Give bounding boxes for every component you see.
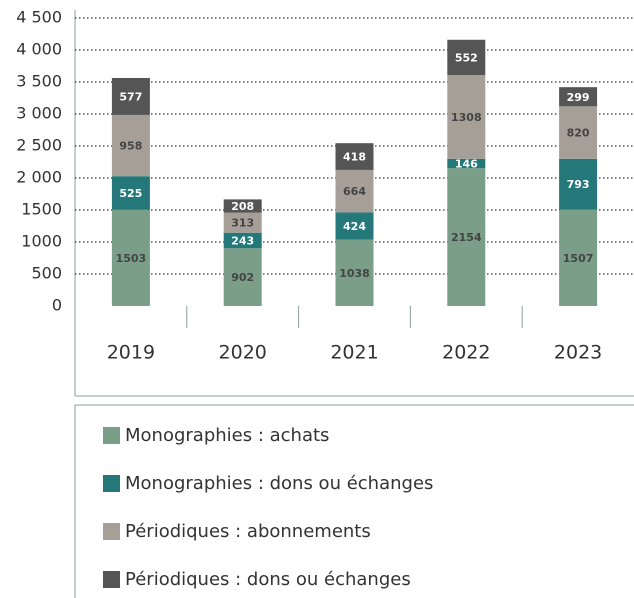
value-label: 793 bbox=[567, 178, 590, 191]
legend-label: Périodiques : abonnements bbox=[125, 521, 371, 542]
x-tick-label: 2020 bbox=[219, 342, 267, 364]
value-label: 525 bbox=[119, 187, 142, 200]
value-label: 664 bbox=[343, 185, 366, 198]
bar-segment bbox=[559, 209, 598, 306]
bar-segment bbox=[111, 77, 150, 115]
bar-segment bbox=[111, 114, 150, 177]
bar-segment bbox=[223, 232, 262, 249]
legend-label: Monographies : achats bbox=[125, 425, 329, 446]
bar-segment bbox=[447, 39, 486, 76]
value-label: 1503 bbox=[116, 252, 147, 265]
bar-segment bbox=[223, 248, 262, 306]
value-label: 2154 bbox=[451, 231, 482, 244]
x-tick-label: 2019 bbox=[107, 342, 155, 364]
value-label: 958 bbox=[119, 140, 142, 153]
y-tick-label: 2 500 bbox=[16, 136, 62, 155]
y-tick-label: 2 000 bbox=[16, 168, 62, 187]
bar-segment bbox=[335, 239, 374, 306]
value-label: 1507 bbox=[563, 252, 594, 265]
legend-swatch bbox=[103, 427, 120, 444]
bar-segment bbox=[111, 209, 150, 306]
bar-segment bbox=[447, 158, 486, 169]
bar-segment bbox=[559, 87, 598, 107]
bar-segment bbox=[559, 106, 598, 159]
y-tick-label: 1000 bbox=[21, 232, 62, 251]
value-label: 243 bbox=[231, 234, 254, 247]
bar-segment bbox=[223, 212, 262, 233]
value-label: 1308 bbox=[451, 111, 482, 124]
value-label: 902 bbox=[231, 271, 254, 284]
value-label: 820 bbox=[567, 127, 590, 140]
bar-segment bbox=[447, 75, 486, 159]
bar-segment bbox=[111, 176, 150, 210]
bar-segment bbox=[335, 169, 374, 213]
y-tick-label: 3 500 bbox=[16, 72, 62, 91]
x-tick-label: 2021 bbox=[330, 342, 378, 364]
bar-segment bbox=[335, 212, 374, 240]
value-label: 577 bbox=[119, 90, 142, 103]
y-tick-label: 500 bbox=[31, 264, 62, 283]
value-label: 208 bbox=[231, 200, 254, 213]
value-label: 1038 bbox=[339, 267, 370, 280]
bar-segment bbox=[559, 158, 598, 210]
legend-swatch bbox=[103, 571, 120, 588]
bar-segment bbox=[335, 143, 374, 170]
bar-segment bbox=[223, 199, 262, 213]
value-label: 424 bbox=[343, 220, 366, 233]
y-tick-label: 4 000 bbox=[16, 40, 62, 59]
value-label: 313 bbox=[231, 217, 254, 230]
y-tick-label: 4 500 bbox=[16, 8, 62, 27]
value-label: 418 bbox=[343, 151, 366, 164]
y-tick-label: 0 bbox=[52, 296, 62, 315]
x-tick-label: 2023 bbox=[554, 342, 602, 364]
legend-swatch bbox=[103, 475, 120, 492]
legend-label: Périodiques : dons ou échanges bbox=[125, 569, 411, 590]
y-tick-label: 3 000 bbox=[16, 104, 62, 123]
value-label: 299 bbox=[567, 91, 590, 104]
bar-segment bbox=[447, 168, 486, 306]
value-label: 146 bbox=[455, 157, 478, 170]
y-tick-label: 1500 bbox=[21, 200, 62, 219]
legend-label: Monographies : dons ou échanges bbox=[125, 473, 433, 494]
x-tick-label: 2022 bbox=[442, 342, 490, 364]
legend-swatch bbox=[103, 523, 120, 540]
value-label: 552 bbox=[455, 51, 478, 64]
